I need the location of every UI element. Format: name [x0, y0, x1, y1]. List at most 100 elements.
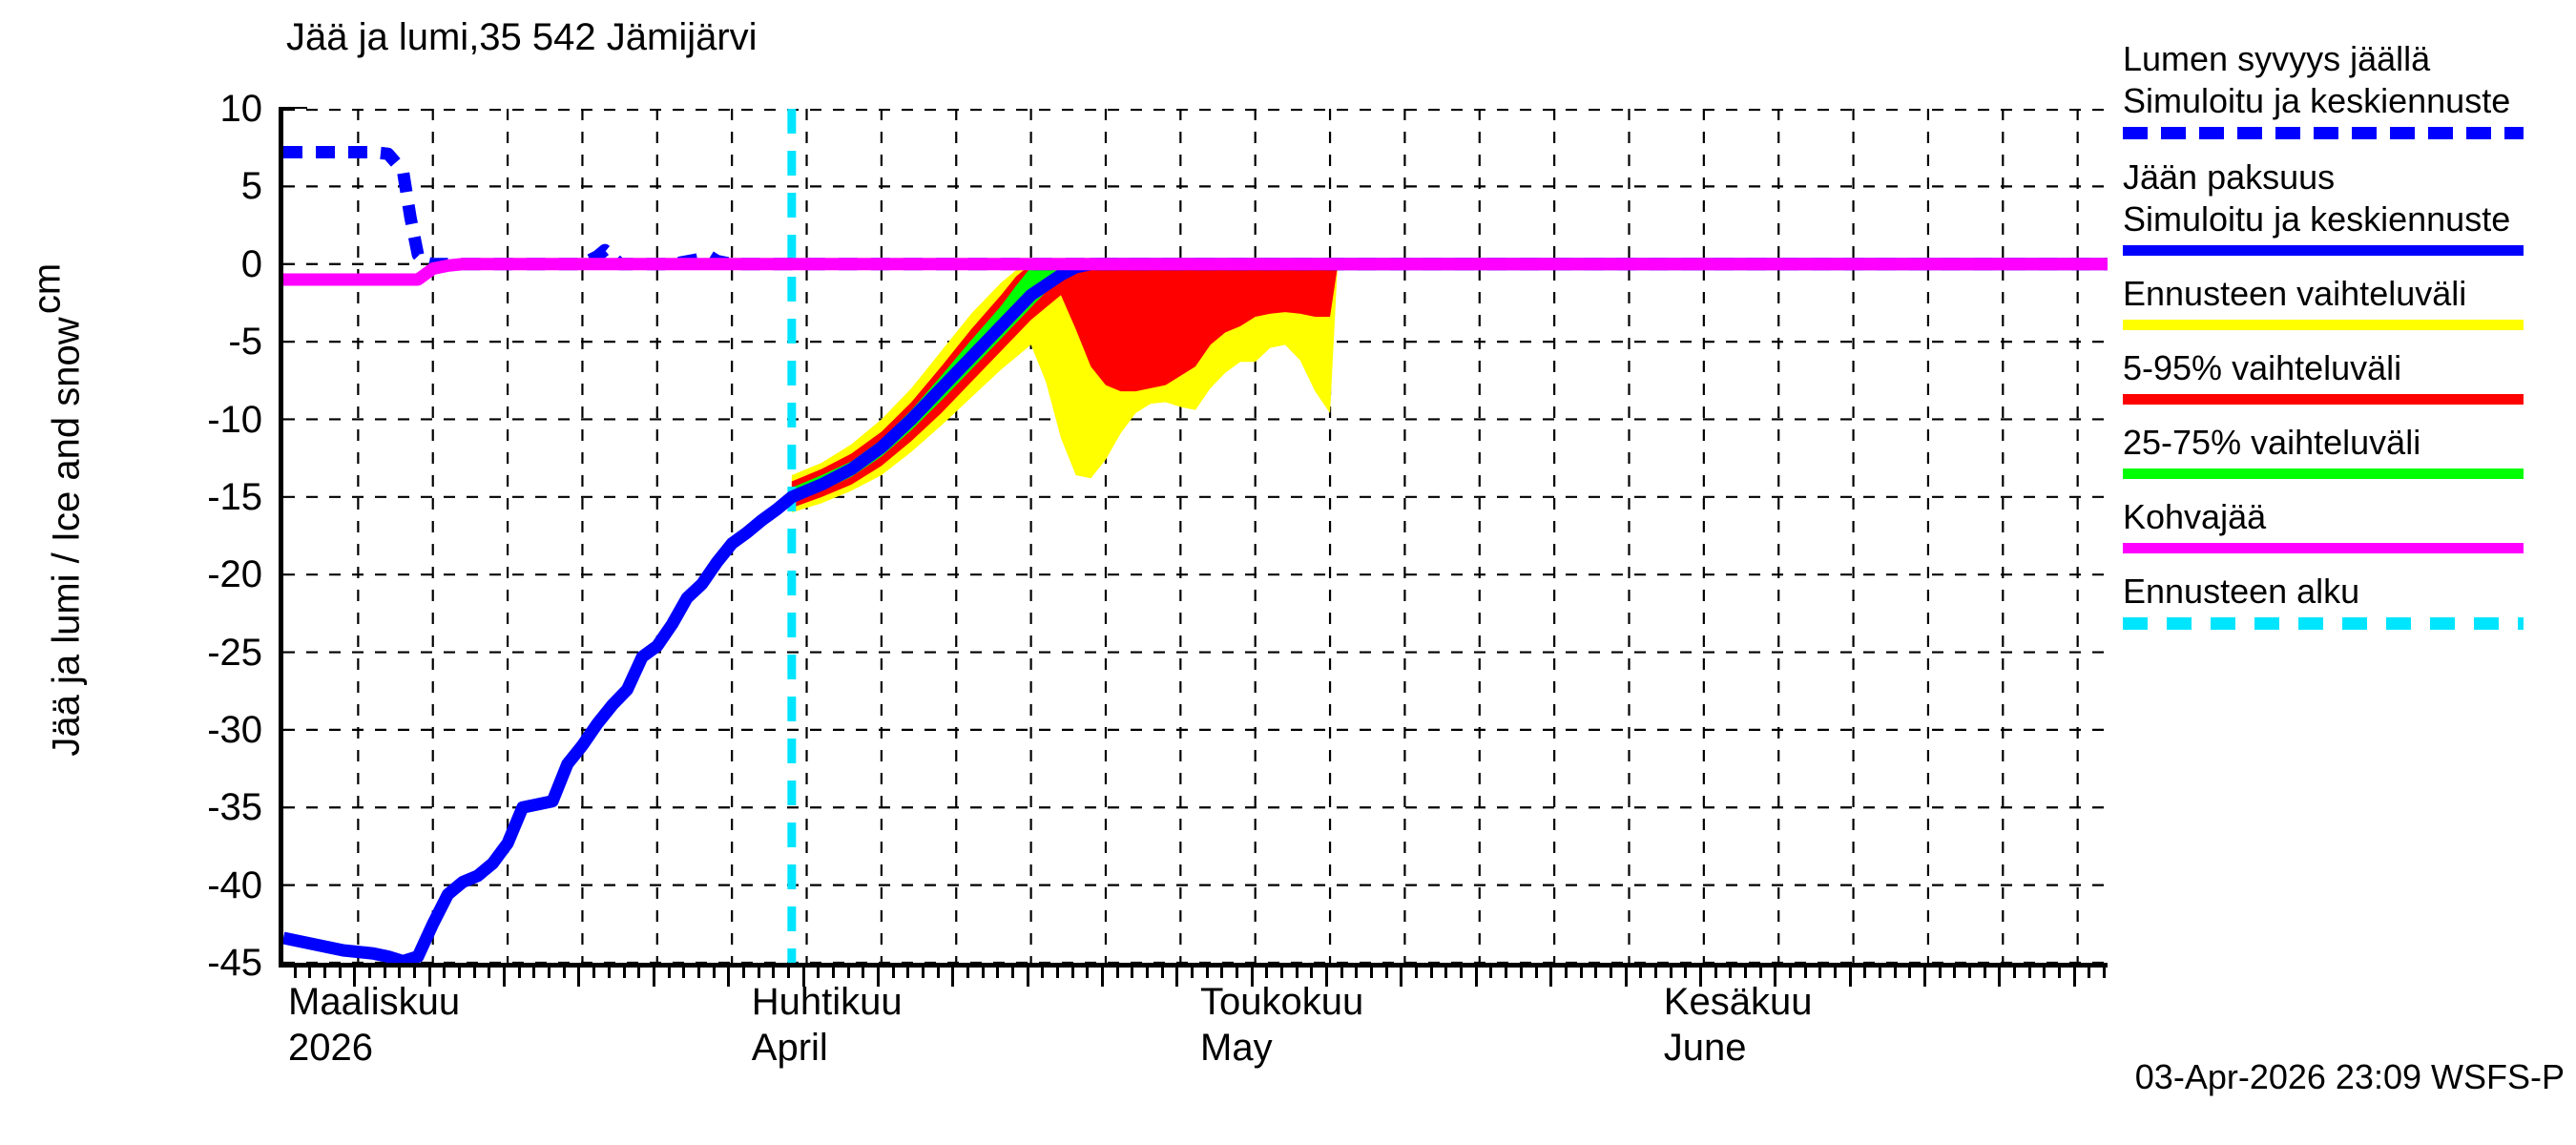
x-axis-tick-mark [1729, 968, 1733, 978]
x-axis-tick-mark [443, 968, 447, 978]
legend-item[interactable]: Ennusteen alku [2123, 571, 2571, 630]
x-axis-tick-mark [413, 968, 416, 978]
x-axis-tick-mark [2027, 968, 2031, 978]
x-axis-tick-mark [1191, 968, 1194, 978]
x-axis-tick-mark [1041, 968, 1045, 978]
legend-item[interactable]: 5-95% vaihteluväli [2123, 347, 2571, 405]
x-axis-tick-mark [1010, 968, 1014, 978]
legend-item[interactable]: Jään paksuus Simuloitu ja keskiennuste [2123, 156, 2571, 256]
x-axis-tick-mark [981, 968, 985, 978]
x-axis-month-label: Maaliskuu 2026 [288, 979, 460, 1071]
x-axis-tick-mark [1355, 968, 1359, 978]
uncertainty-bands [791, 263, 2108, 513]
x-axis-tick-mark [1818, 968, 1822, 978]
x-axis-tick-mark [2013, 968, 2016, 978]
x-axis-tick-mark [1325, 968, 1328, 987]
timestamp-label: 03-Apr-2026 23:09 WSFS-P [2134, 1057, 2565, 1096]
month-label-fi: Maaliskuu [288, 981, 461, 1023]
x-axis-tick-mark [667, 968, 671, 978]
x-axis-tick-mark [1310, 968, 1314, 978]
legend-item-title: Ennusteen alku [2123, 572, 2360, 611]
legend-swatch [2123, 320, 2524, 330]
x-axis-tick-mark [1086, 968, 1090, 978]
x-axis-tick-mark [921, 968, 924, 978]
x-axis-tick-mark [1743, 968, 1747, 978]
x-axis-tick-mark [398, 968, 402, 978]
x-axis-tick-mark [607, 968, 611, 978]
x-axis-tick-mark [951, 968, 955, 987]
legend-item[interactable]: 25-75% vaihteluväli [2123, 422, 2571, 479]
x-axis-tick-mark [1803, 968, 1807, 978]
x-axis-tick-mark [1774, 968, 1777, 987]
x-axis-tick-mark [757, 968, 760, 978]
x-axis-tick-mark [1070, 968, 1074, 978]
x-axis-tick-mark [1983, 968, 1986, 978]
x-axis-tick-mark [1236, 968, 1238, 978]
x-axis-tick-mark [2072, 968, 2076, 987]
x-axis-tick-mark [1714, 968, 1717, 978]
x-axis-tick-mark [846, 968, 850, 978]
x-axis-tick-mark [488, 968, 491, 978]
x-axis-tick-mark [2043, 968, 2046, 978]
x-axis-tick-mark [772, 968, 776, 978]
month-label-fi: Toukokuu [1200, 981, 1364, 1023]
band-ffff00 [791, 263, 2108, 513]
x-axis-tick-mark [1460, 968, 1464, 978]
plot-canvas [283, 109, 2108, 963]
x-axis-tick-mark [532, 968, 536, 978]
x-axis-tick-mark [801, 968, 805, 987]
x-axis-tick-mark [682, 968, 686, 978]
x-axis-tick-mark [1863, 968, 1867, 978]
legend-item[interactable]: Kohvajää [2123, 496, 2571, 553]
x-axis-tick-mark [1669, 968, 1672, 978]
x-axis-tick-mark [338, 968, 342, 978]
x-axis-tick-mark [1878, 968, 1881, 978]
x-axis-tick-mark [1265, 968, 1269, 978]
x-axis-tick-mark [727, 968, 731, 987]
x-axis-tick-mark [1788, 968, 1792, 978]
legend-item[interactable]: Ennusteen vaihteluväli [2123, 273, 2571, 330]
x-axis-tick-mark [1474, 968, 1478, 987]
x-axis-tick-mark [862, 968, 865, 978]
x-axis-tick-mark [1938, 968, 1942, 978]
y-axis-tick-label: -10 [207, 398, 262, 441]
series-line-1 [283, 258, 2108, 963]
y-axis-tick-label: -35 [207, 786, 262, 829]
y-axis-tick-label: 0 [240, 242, 262, 285]
x-axis-tick-mark [2088, 968, 2091, 978]
x-axis-tick-marks [279, 968, 2106, 989]
x-axis-tick-mark [1131, 968, 1134, 978]
x-axis-tick-mark [996, 968, 1000, 978]
x-axis-tick-mark [1564, 968, 1568, 978]
x-axis-tick-mark [427, 968, 431, 987]
legend-item[interactable]: Lumen syvyys jäällä Simuloitu ja keskienn… [2123, 38, 2571, 139]
x-axis-tick-mark [966, 968, 969, 978]
y-axis-tick-label: 5 [240, 165, 262, 208]
x-axis-tick-mark [548, 968, 551, 978]
x-axis-tick-labels: Maaliskuu 2026 Huhtikuu April Toukokuu May Kes… [279, 979, 2108, 1093]
x-axis-tick-mark [323, 968, 326, 978]
x-axis-tick-mark [368, 968, 371, 978]
x-axis-tick-mark [817, 968, 821, 978]
x-axis-month-label: Kesäkuu June [1664, 979, 1813, 1071]
x-axis-tick-mark [472, 968, 476, 978]
x-axis-tick-mark [1519, 968, 1523, 978]
x-axis-tick-mark [2103, 968, 2106, 978]
x-axis-tick-mark [517, 968, 521, 978]
x-axis-tick-mark [1922, 968, 1926, 987]
x-axis-tick-mark [308, 968, 312, 978]
x-axis-tick-mark [1594, 968, 1598, 978]
grid-lines [283, 109, 2108, 963]
legend-swatch [2123, 394, 2524, 405]
x-axis-tick-mark [503, 968, 507, 987]
x-axis-tick-mark [1250, 968, 1254, 987]
x-axis-tick-mark [1698, 968, 1702, 987]
y-axis-tick-label: -45 [207, 942, 262, 984]
month-label-fi: Huhtikuu [751, 981, 903, 1023]
chart-svg [283, 109, 2108, 963]
month-label-en: June [1663, 1027, 1747, 1069]
series-line-0 [283, 146, 2108, 271]
y-axis-unit: cm [26, 262, 69, 315]
x-axis-tick-mark [1848, 968, 1852, 987]
x-axis-tick-mark [1639, 968, 1643, 978]
